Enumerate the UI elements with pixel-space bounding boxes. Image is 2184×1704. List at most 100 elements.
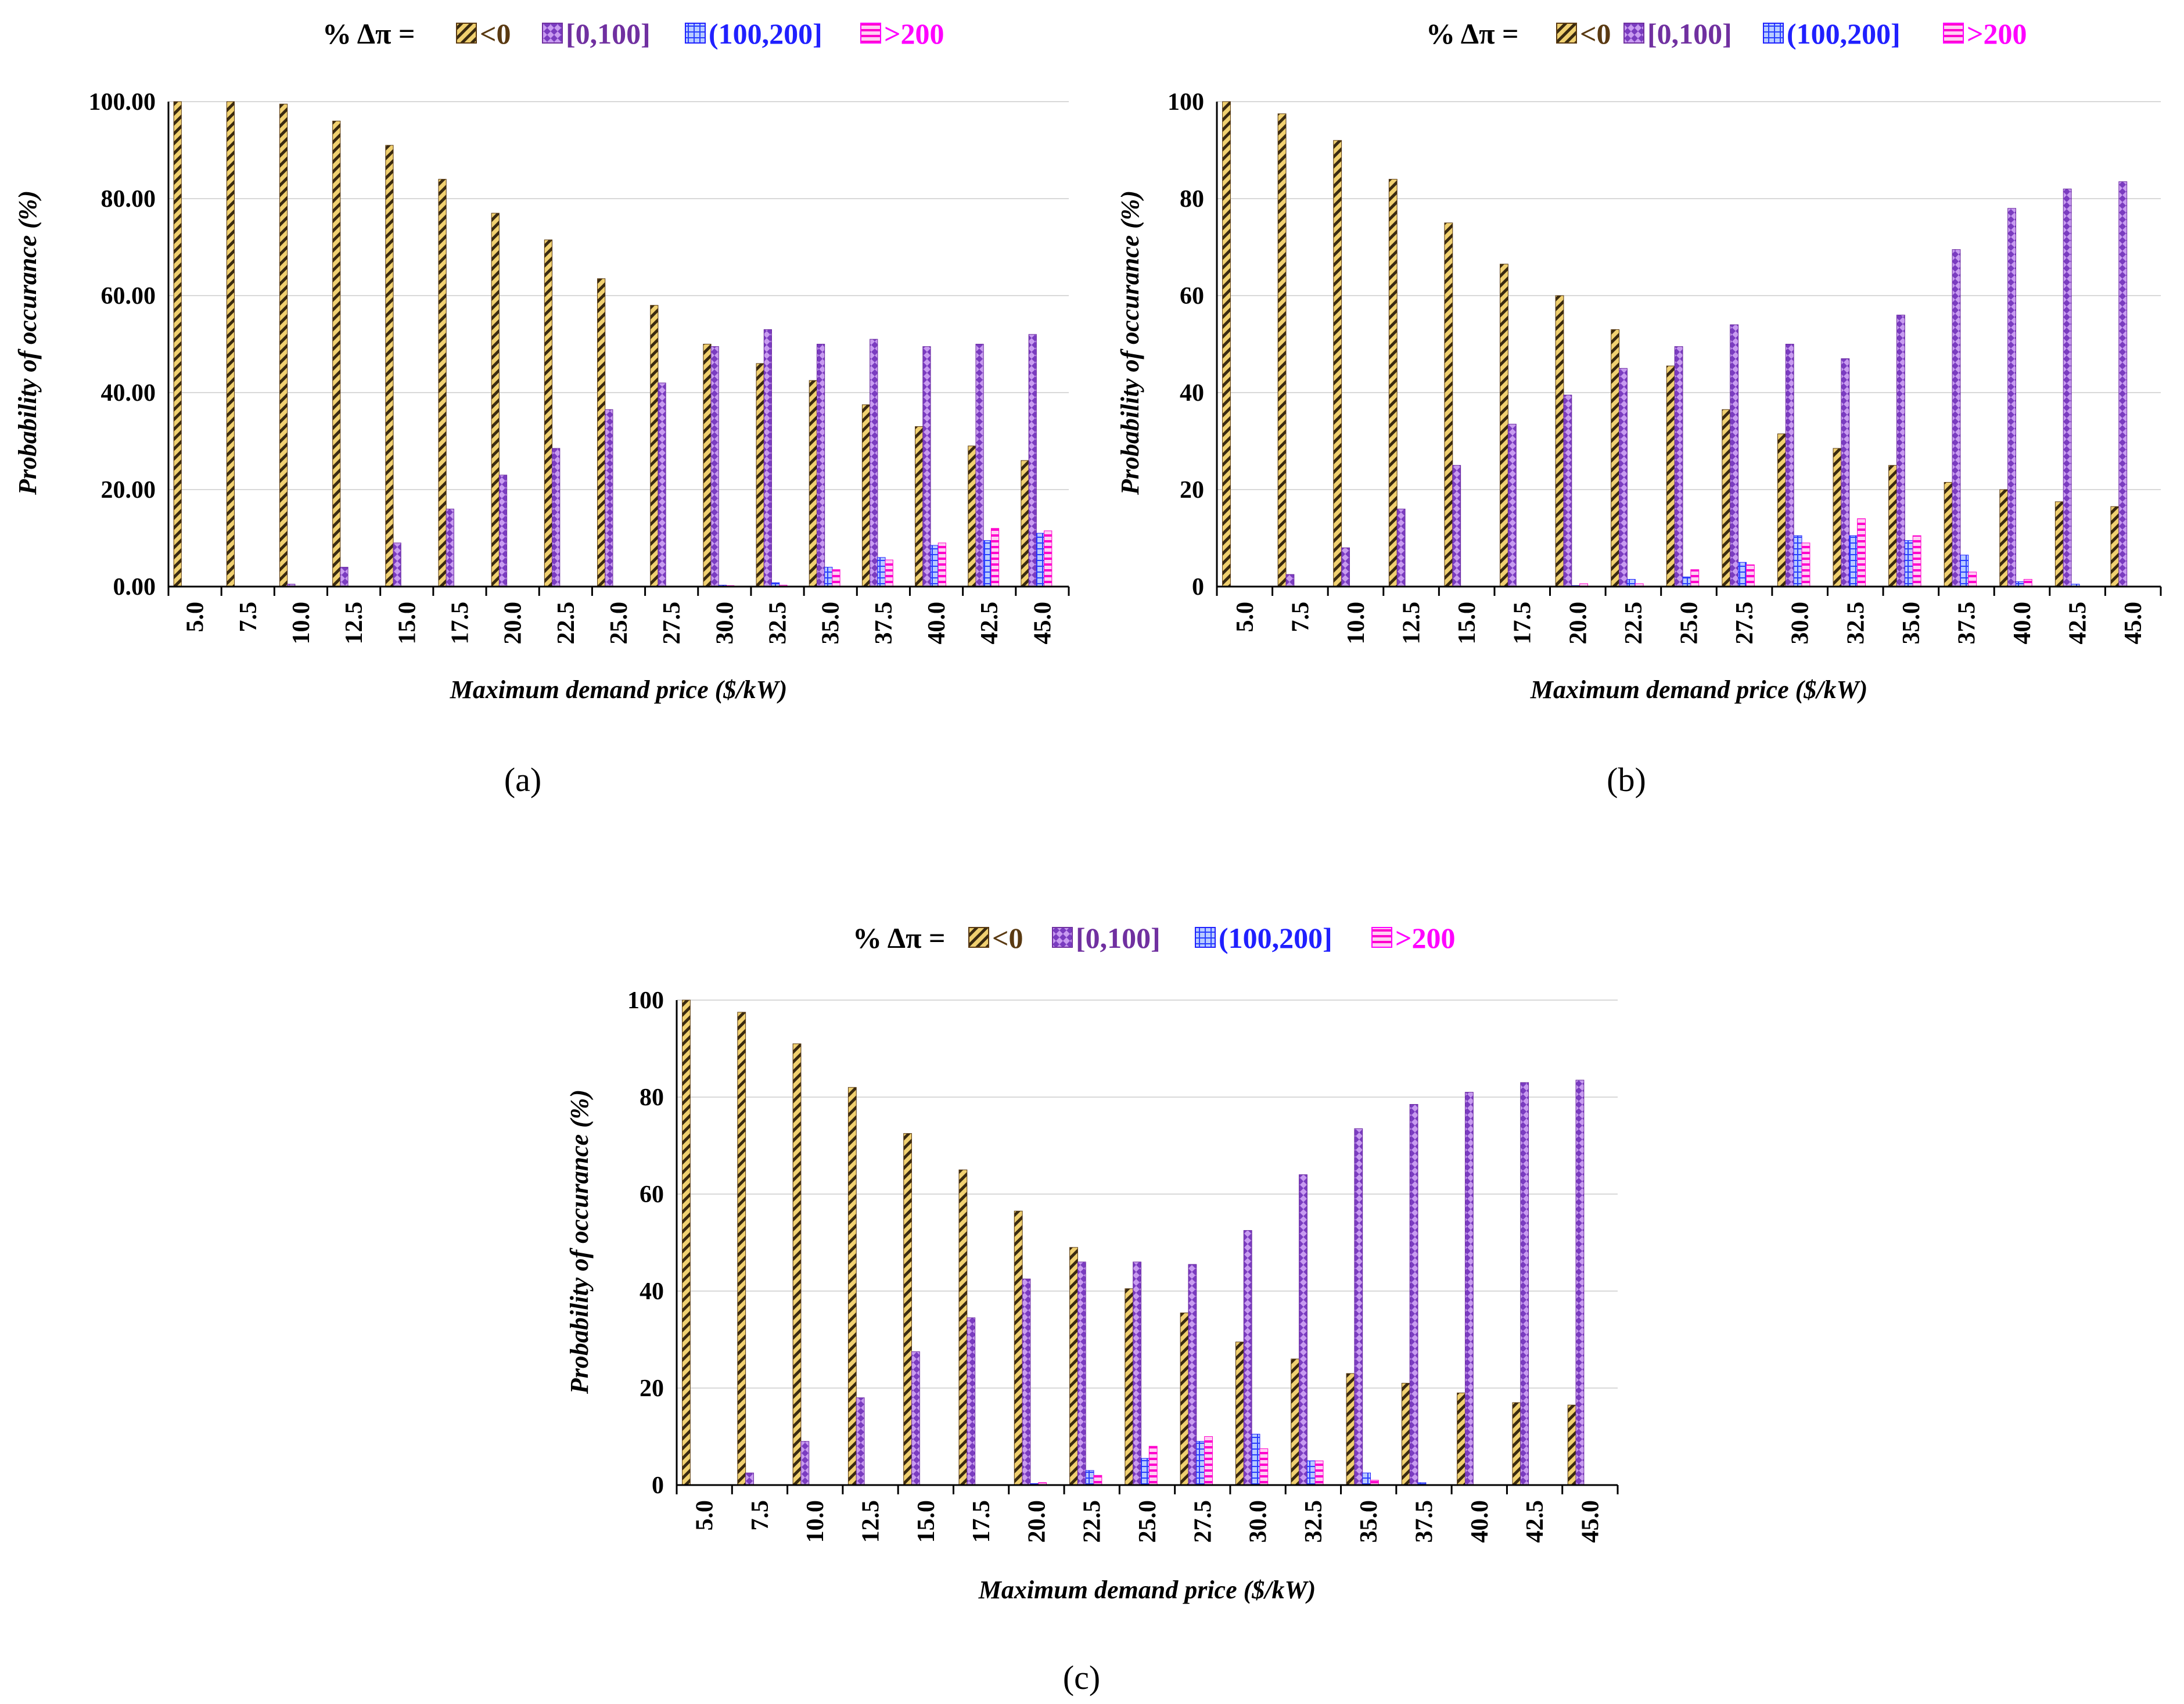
- chart0-bar-s1-14: [922, 346, 931, 587]
- panel-c-plot: 0 20 40 60 80 100 5.0 7.5 10.0 12.5 15.0 17.5 20.0 22…: [627, 987, 1619, 1543]
- panel-c-x-axis-title: Maximum demand price ($/kW): [978, 1576, 1316, 1604]
- chart0-bar-s1-11: [763, 329, 773, 587]
- panel-b-legend-label-2: (100,200]: [1787, 17, 1901, 50]
- panel-c-legend-swatch-1: [1052, 927, 1073, 948]
- panel-a-legend-label-3: >200: [884, 17, 944, 50]
- chart2-bar-s2-11: [1306, 1460, 1316, 1486]
- chart0-x-tick-label: 20.0: [500, 602, 527, 645]
- chart0-bar-s0-0: [173, 101, 182, 587]
- panel-c-legend: % Δπ = <0 [0,100] (100,200] >200: [853, 922, 1456, 954]
- chart0-bar-s0-7: [544, 239, 553, 587]
- chart1-bar-s0-16: [2110, 506, 2120, 587]
- chart2-bar-s0-7: [1069, 1247, 1078, 1486]
- chart1-bar-s1-4: [1452, 465, 1461, 587]
- chart1-bar-s0-0: [1222, 101, 1231, 587]
- chart1-bar-s0-11: [1833, 448, 1842, 587]
- chart2-x-tick-label: 7.5: [747, 1500, 774, 1531]
- chart2-y-tick-label: 80: [640, 1084, 664, 1111]
- chart2-bar-s0-8: [1125, 1288, 1134, 1486]
- panel-b-legend-label-1: [0,100]: [1647, 17, 1732, 50]
- panel-b-legend-swatch-2: [1763, 23, 1784, 44]
- chart2-bar-s2-10: [1251, 1433, 1260, 1486]
- chart1-bar-s2-13: [1960, 555, 1969, 587]
- chart0-bar-s0-5: [438, 179, 447, 587]
- chart1-bar-s1-13: [1952, 249, 1961, 587]
- chart1-bar-s2-8: [1682, 576, 1691, 587]
- chart2-bar-s1-5: [967, 1317, 976, 1486]
- chart0-x-tick-label: 5.0: [182, 602, 209, 632]
- chart0-y-tick-label: 0.00: [113, 574, 156, 601]
- chart2-bar-s2-8: [1141, 1458, 1150, 1486]
- chart1-bar-s0-7: [1611, 329, 1620, 587]
- chart0-bar-s1-8: [605, 409, 613, 587]
- chart0-bar-s0-16: [1021, 460, 1029, 587]
- chart2-bar-s1-6: [1022, 1278, 1031, 1486]
- panel-c-legend-swatch-0: [968, 927, 989, 948]
- chart0-x-tick-label: 7.5: [235, 602, 262, 632]
- chart0-bar-s0-11: [756, 363, 764, 587]
- panel-c-label: (c): [1063, 1659, 1100, 1696]
- chart2-x-tick-label: 20.0: [1023, 1500, 1050, 1543]
- chart2-bar-s3-10: [1259, 1448, 1269, 1486]
- panel-b-legend-label-0: <0: [1580, 17, 1611, 50]
- chart0-y-tick-label: 100.00: [89, 89, 156, 116]
- panel-b-plot: 0 20 40 60 80 100 5.0 7.5 10.0 12.5 15.0 17.5 20.0 22…: [1168, 89, 2162, 645]
- chart2-y-tick-label: 60: [640, 1181, 664, 1208]
- chart0-bar-s1-12: [816, 344, 825, 587]
- panel-a: % Δπ = <0 [0,100] (100,200] >200 0.00 20.…: [13, 17, 1070, 799]
- chart1-bar-s0-9: [1722, 409, 1731, 587]
- chart2-x-tick-label: 30.0: [1245, 1500, 1272, 1543]
- chart2-bar-s1-12: [1354, 1128, 1363, 1486]
- chart1-x-tick-label: 15.0: [1454, 602, 1481, 645]
- panel-c-legend-swatch-3: [1371, 927, 1392, 948]
- chart2-bar-s1-14: [1464, 1092, 1474, 1486]
- chart1-x-tick-label: 5.0: [1232, 602, 1259, 632]
- chart1-bar-s2-9: [1738, 562, 1747, 587]
- chart1-bar-s1-6: [1563, 394, 1572, 587]
- chart2-x-tick-label: 27.5: [1190, 1500, 1216, 1543]
- chart2-x-tick-label: 37.5: [1411, 1500, 1438, 1543]
- chart0-y-tick-label: 80.00: [101, 186, 156, 213]
- chart1-x-tick-label: 10.0: [1343, 602, 1370, 645]
- chart0-bar-s0-9: [650, 305, 659, 587]
- panel-b-y-axis-title: Probability of occurance (%): [1116, 190, 1144, 495]
- chart2-bar-s0-2: [792, 1043, 802, 1486]
- chart0-bar-s2-15: [983, 540, 992, 587]
- panel-c-y-axis-title: Probability of occurance (%): [565, 1090, 594, 1394]
- chart2-x-tick-label: 5.0: [692, 1500, 719, 1531]
- chart2-bar-s1-9: [1188, 1264, 1197, 1486]
- chart2-bar-s1-8: [1133, 1261, 1142, 1486]
- chart0-bar-s0-14: [915, 426, 924, 587]
- chart1-bar-s0-12: [1888, 465, 1897, 587]
- chart0-x-tick-label: 12.5: [341, 602, 368, 645]
- chart1-x-tick-label: 37.5: [1953, 602, 1980, 645]
- chart2-bar-s0-15: [1512, 1402, 1521, 1486]
- panel-a-legend: % Δπ = <0 [0,100] (100,200] >200: [322, 17, 944, 50]
- panel-c-legend-label-2: (100,200]: [1219, 922, 1332, 954]
- chart1-y-tick-label: 20: [1180, 477, 1204, 504]
- chart1-bar-s1-9: [1730, 324, 1739, 587]
- chart1-bar-s0-3: [1388, 179, 1398, 587]
- chart2-bar-s2-7: [1085, 1470, 1094, 1486]
- chart1-bar-s0-2: [1333, 140, 1342, 587]
- chart0-bar-s2-12: [824, 567, 833, 587]
- chart1-x-tick-label: 42.5: [2065, 602, 2092, 645]
- panel-a-legend-swatch-3: [860, 23, 881, 44]
- chart2-bar-s2-9: [1196, 1441, 1205, 1486]
- chart1-y-tick-label: 60: [1180, 283, 1204, 310]
- chart2-bar-s1-4: [911, 1351, 920, 1486]
- chart0-bar-s1-3: [340, 567, 349, 587]
- chart1-bar-s1-11: [1841, 358, 1850, 587]
- chart1-bar-s3-9: [1745, 564, 1755, 587]
- chart0-bar-s2-14: [930, 545, 939, 587]
- chart2-bar-s3-7: [1093, 1475, 1102, 1486]
- chart0-x-tick-label: 30.0: [712, 602, 738, 645]
- chart0-x-tick-label: 27.5: [659, 602, 685, 645]
- chart2-x-tick-label: 35.0: [1356, 1500, 1382, 1543]
- chart1-bar-s1-8: [1674, 346, 1683, 587]
- chart1-x-tick-label: 35.0: [1898, 602, 1925, 645]
- chart0-y-tick-label: 20.00: [101, 477, 156, 504]
- chart2-bar-s0-6: [1014, 1210, 1023, 1486]
- chart2-bar-s0-1: [737, 1012, 746, 1486]
- chart1-x-tick-label: 12.5: [1399, 602, 1425, 645]
